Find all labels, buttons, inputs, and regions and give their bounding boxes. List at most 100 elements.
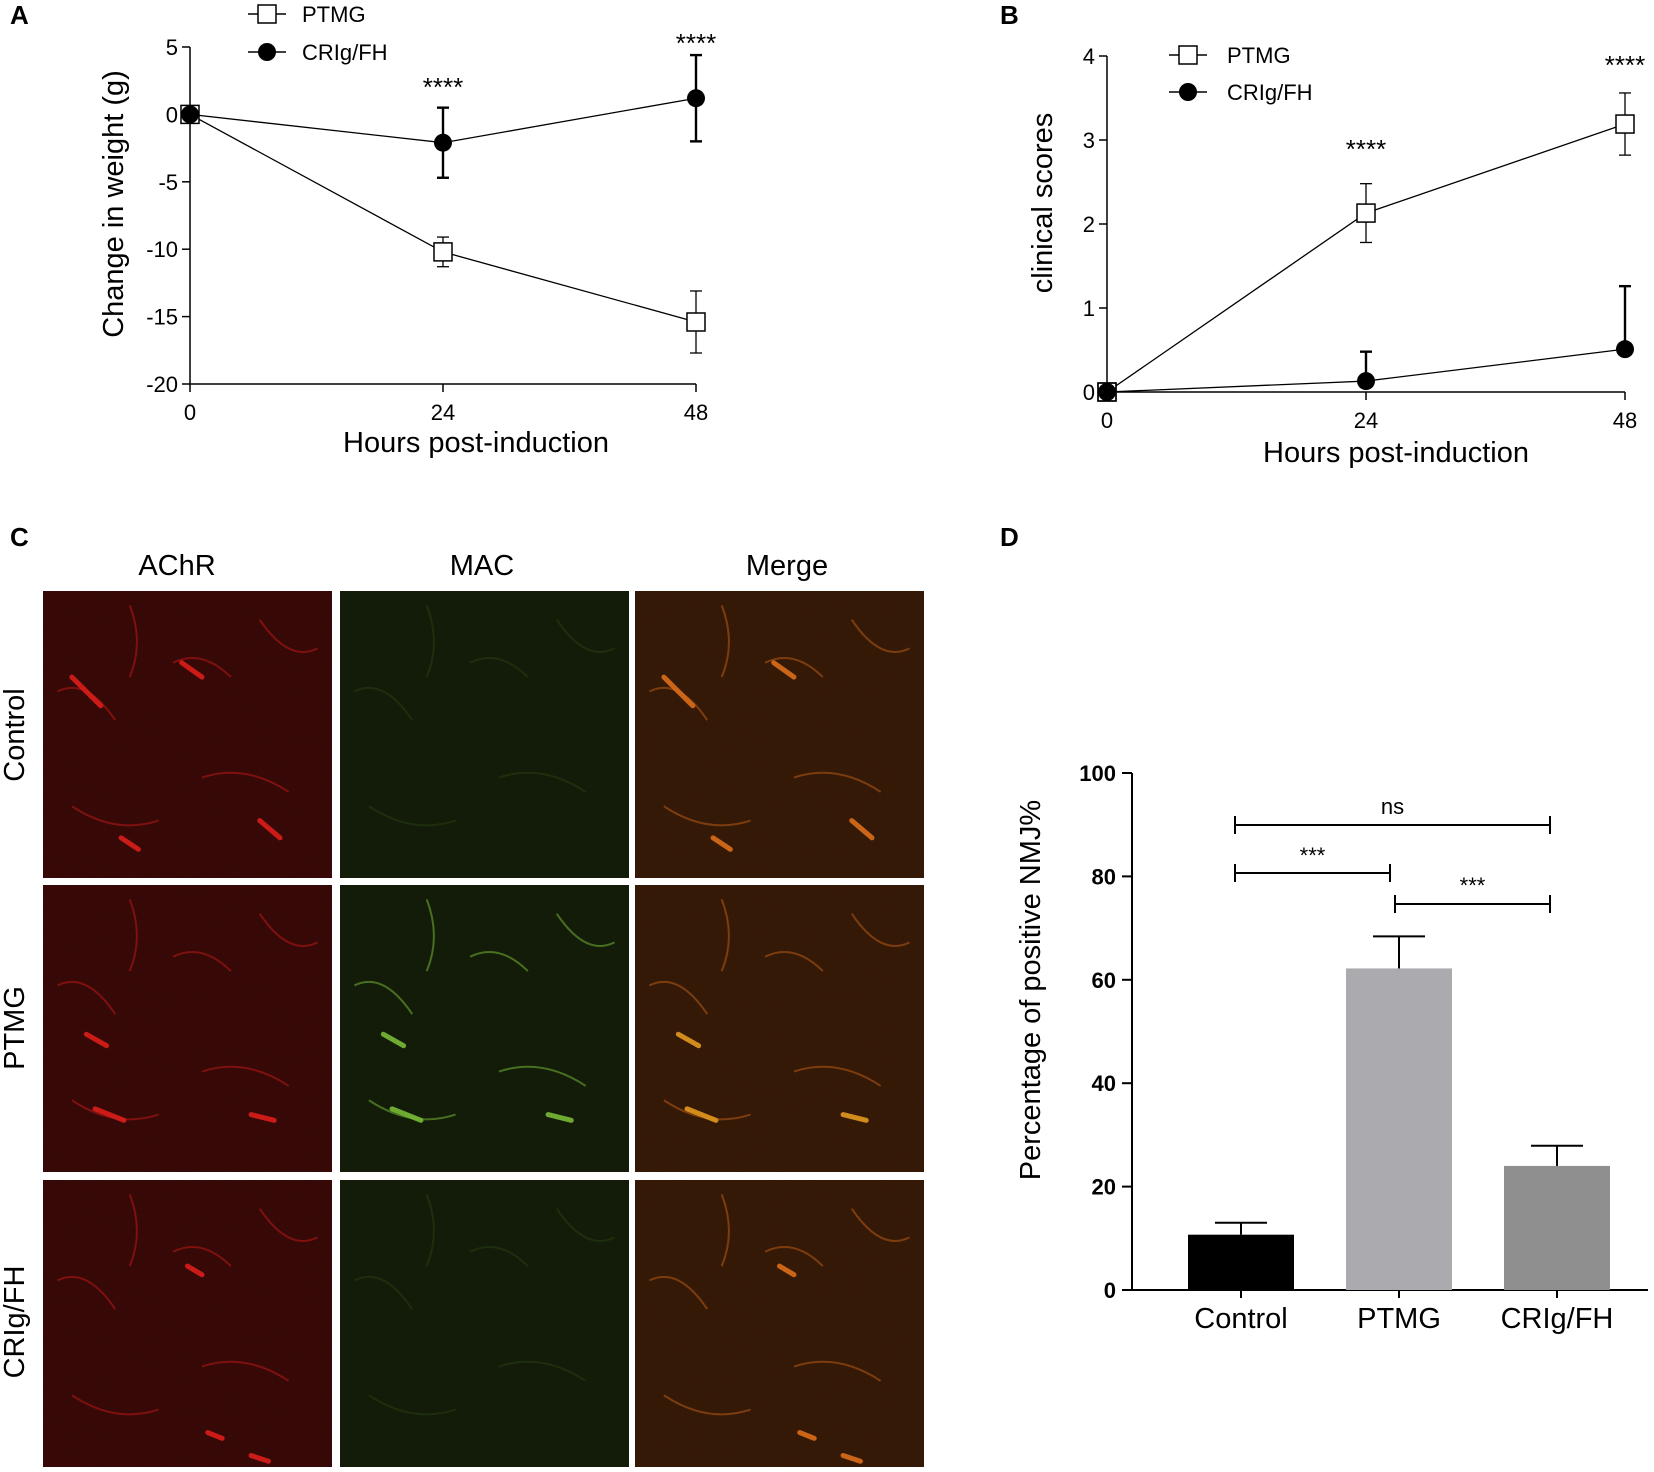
- panel-letter-c: C: [10, 522, 29, 552]
- micrograph-control-mac: [340, 591, 629, 878]
- micrograph-noise: [43, 1180, 332, 1467]
- panel-d: D 100 80 60 40 20 0 Control PTMG CRIg/FH Percent…: [1000, 522, 1648, 1335]
- x-category-label: Control: [1194, 1303, 1288, 1335]
- y-tick-label: -5: [158, 170, 178, 195]
- data-point-circle: [1098, 383, 1116, 401]
- legend-ptmg-square-marker: [257, 4, 277, 24]
- panel-d-ylabel: Percentage of positive NMJ%: [1015, 800, 1047, 1180]
- micrograph-noise: [43, 885, 332, 1172]
- micrograph-ptmg-merge: [635, 885, 924, 1172]
- panel-a-ylabel: Change in weight (g): [98, 70, 130, 338]
- significance-stars: ****: [1605, 50, 1645, 80]
- x-category-label: CRIg/FH: [1501, 1303, 1614, 1335]
- y-tick-label: 60: [1092, 968, 1116, 993]
- bar-ptmg: [1346, 968, 1452, 1290]
- micrograph-ptmg-mac: [340, 885, 629, 1172]
- y-tick-label: 100: [1079, 761, 1116, 786]
- data-point-circle: [1616, 340, 1634, 359]
- y-tick-label: 80: [1092, 864, 1116, 889]
- significance-stars: ****: [1346, 134, 1386, 164]
- y-tick-label: 0: [166, 102, 178, 127]
- panel-letter-b: B: [1000, 0, 1019, 30]
- y-tick-label: 5: [166, 35, 178, 60]
- column-title-merge: Merge: [746, 550, 828, 582]
- panel-a-plot: **** ****: [180, 28, 716, 354]
- panel-letter-d: D: [1000, 522, 1019, 552]
- y-tick-label: -15: [146, 305, 178, 330]
- panel-d-plot: ns *** ***: [1188, 794, 1610, 1290]
- micrograph-noise: [340, 591, 629, 878]
- x-category-label: PTMG: [1357, 1303, 1441, 1335]
- micrograph-noise: [340, 885, 629, 1172]
- legend-ptmg-square-marker: [1178, 45, 1198, 65]
- significance-stars: ****: [676, 28, 716, 58]
- row-title-crig: CRIg/FH: [0, 1266, 31, 1379]
- row-title-ptmg: PTMG: [0, 986, 31, 1070]
- panel-b-axes: [1099, 55, 1626, 400]
- panel-b: B 4 3 2 1 00 24 48 clinical scores Hours post-…: [1000, 0, 1645, 469]
- micrograph-noise: [635, 1180, 924, 1467]
- x-tick-label: 24: [1354, 408, 1378, 433]
- data-point-circle: [181, 105, 199, 124]
- legend-crig-circle-marker: [1179, 83, 1197, 101]
- micrograph-noise: [635, 591, 924, 878]
- data-point-circle: [687, 89, 705, 108]
- data-point-square: [1615, 114, 1635, 134]
- panel-a: A 50-5-10-15-200 24 48 Change in weight (g…: [10, 0, 716, 459]
- micrograph-control-merge: [635, 591, 924, 878]
- panel-b-legend: PTMG CRIg/FH: [1169, 43, 1313, 105]
- data-point-square: [1097, 382, 1117, 402]
- y-tick-label: 2: [1083, 212, 1095, 237]
- panel-b-ticks: 4 3 2 1 00 24 48: [1083, 44, 1637, 433]
- y-tick-label: 0: [1104, 1278, 1116, 1303]
- data-point-circle: [1357, 372, 1375, 391]
- micrograph-noise: [340, 1180, 629, 1467]
- bar-control: [1188, 1234, 1294, 1290]
- panel-a-axes: [182, 46, 697, 392]
- data-point-square: [1356, 203, 1376, 223]
- micrograph-noise: [43, 591, 332, 878]
- x-tick-label: 0: [1101, 408, 1113, 433]
- legend-ptmg-label: PTMG: [1227, 43, 1291, 68]
- micrograph-crigfh-achr: [43, 1180, 332, 1467]
- data-point-square: [433, 242, 453, 262]
- micrograph-noise: [635, 885, 924, 1172]
- panel-d-ticks: 100 80 60 40 20 0 Control PTMG CRIg/FH: [1079, 761, 1613, 1335]
- panel-letter-a: A: [10, 0, 29, 30]
- panel-b-xlabel: Hours post-induction: [1263, 437, 1529, 469]
- micrograph-control-achr: [43, 591, 332, 878]
- y-tick-label: 0: [1083, 380, 1095, 405]
- x-tick-label: 48: [684, 400, 708, 425]
- comparison-label: ***: [1300, 843, 1326, 868]
- column-title-achr: AChR: [138, 550, 215, 582]
- panel-a-xlabel: Hours post-induction: [343, 427, 609, 459]
- y-tick-label: 40: [1092, 1071, 1116, 1096]
- y-tick-label: -10: [146, 237, 178, 262]
- legend-ptmg-label: PTMG: [302, 2, 366, 27]
- legend-crig-label: CRIg/FH: [1227, 80, 1313, 105]
- data-point-square: [686, 312, 706, 332]
- y-tick-label: 3: [1083, 128, 1095, 153]
- bar-crigfh: [1504, 1165, 1610, 1290]
- data-point-circle: [434, 133, 452, 152]
- legend-crig-circle-marker: [258, 43, 276, 61]
- micrograph-crigfh-mac: [340, 1180, 629, 1467]
- micrograph-ptmg-achr: [43, 885, 332, 1172]
- x-tick-label: 24: [431, 400, 455, 425]
- micrograph-grid: [43, 591, 924, 1467]
- panel-c: C AChR MAC Merge Control PTMG CRIg/FH: [0, 522, 924, 1467]
- column-title-mac: MAC: [450, 550, 514, 582]
- legend-crig-label: CRIg/FH: [302, 40, 388, 65]
- y-tick-label: -20: [146, 372, 178, 397]
- panel-a-legend: PTMG CRIg/FH: [248, 2, 388, 65]
- micrograph-crigfh-merge: [635, 1180, 924, 1467]
- x-tick-label: 0: [184, 400, 196, 425]
- panel-b-ylabel: clinical scores: [1027, 113, 1059, 294]
- comparison-label: ns: [1381, 794, 1404, 819]
- comparison-label: ***: [1460, 873, 1486, 898]
- x-tick-label: 48: [1613, 408, 1637, 433]
- panel-a-ticks: 50-5-10-15-200 24 48: [146, 35, 708, 425]
- significance-stars: ****: [423, 72, 463, 102]
- panel-b-plot: **** ****: [1097, 50, 1645, 402]
